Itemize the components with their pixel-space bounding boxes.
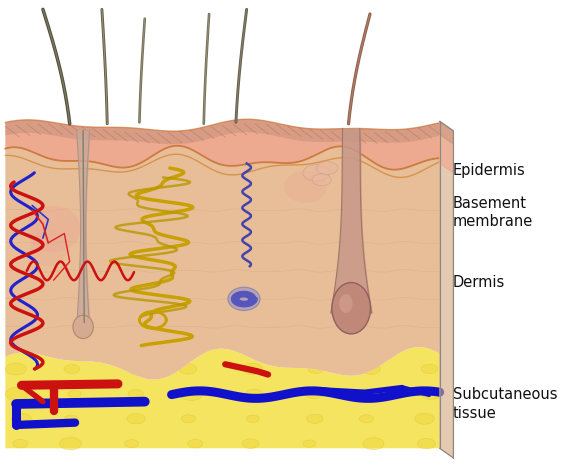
Ellipse shape — [228, 287, 260, 311]
Ellipse shape — [244, 438, 265, 450]
Ellipse shape — [316, 162, 338, 175]
Ellipse shape — [284, 170, 327, 203]
Ellipse shape — [67, 362, 91, 375]
Ellipse shape — [242, 389, 260, 399]
Polygon shape — [5, 119, 440, 144]
Ellipse shape — [242, 364, 258, 374]
Ellipse shape — [1, 412, 23, 425]
Polygon shape — [5, 146, 440, 380]
Polygon shape — [440, 121, 453, 173]
Ellipse shape — [420, 365, 434, 373]
Ellipse shape — [127, 389, 145, 399]
Ellipse shape — [359, 364, 378, 374]
Text: Basement: Basement — [453, 196, 527, 211]
Ellipse shape — [362, 439, 380, 449]
Polygon shape — [440, 121, 453, 144]
Text: Subcutaneous: Subcutaneous — [453, 387, 558, 402]
Polygon shape — [440, 121, 453, 458]
Ellipse shape — [27, 205, 81, 252]
Ellipse shape — [67, 390, 81, 397]
Ellipse shape — [181, 414, 198, 424]
Ellipse shape — [186, 363, 209, 375]
Ellipse shape — [30, 229, 67, 266]
Ellipse shape — [312, 174, 331, 186]
Polygon shape — [5, 347, 440, 448]
Ellipse shape — [1, 438, 22, 450]
Ellipse shape — [360, 415, 374, 423]
Ellipse shape — [339, 294, 352, 313]
Ellipse shape — [122, 413, 142, 425]
Ellipse shape — [182, 439, 198, 448]
Ellipse shape — [240, 414, 256, 423]
Ellipse shape — [127, 438, 149, 450]
Ellipse shape — [186, 389, 205, 399]
Text: membrane: membrane — [453, 214, 533, 229]
Ellipse shape — [308, 365, 323, 373]
Ellipse shape — [69, 439, 86, 449]
Ellipse shape — [364, 388, 384, 400]
Ellipse shape — [3, 388, 23, 400]
Ellipse shape — [5, 364, 22, 374]
Ellipse shape — [124, 363, 144, 375]
Ellipse shape — [300, 415, 315, 423]
Polygon shape — [5, 119, 440, 170]
Text: tissue: tissue — [453, 406, 497, 421]
Ellipse shape — [73, 315, 93, 339]
Ellipse shape — [304, 387, 328, 400]
Ellipse shape — [332, 283, 371, 334]
Text: Dermis: Dermis — [453, 275, 505, 290]
Ellipse shape — [65, 412, 88, 425]
Ellipse shape — [419, 439, 436, 449]
Ellipse shape — [416, 414, 432, 423]
Text: Epidermis: Epidermis — [453, 163, 526, 178]
Ellipse shape — [300, 440, 314, 447]
Ellipse shape — [303, 164, 330, 181]
Ellipse shape — [414, 388, 434, 400]
